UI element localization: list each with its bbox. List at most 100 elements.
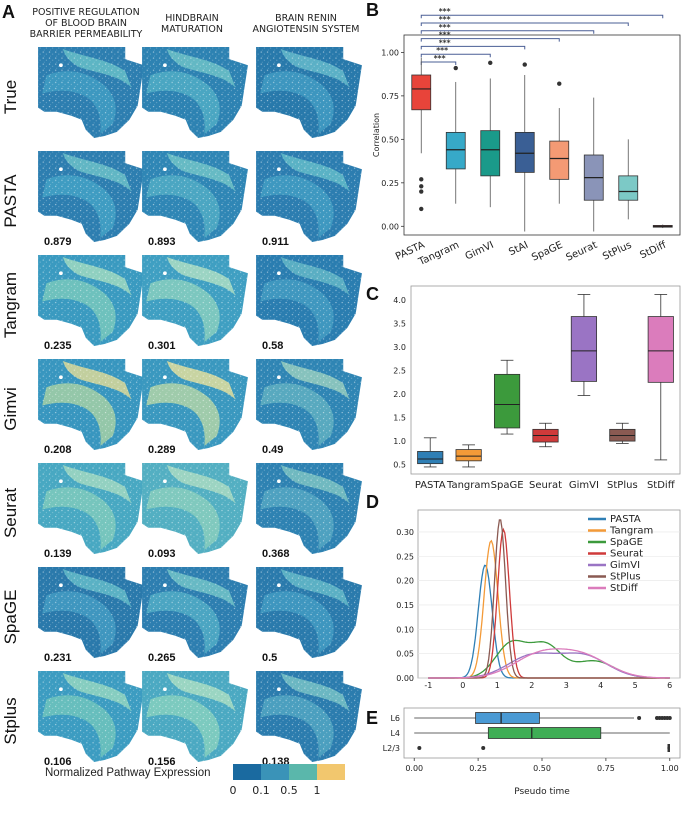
y-tick-label: 2.5 — [393, 367, 406, 376]
y-tick-label: 2.0 — [393, 390, 406, 399]
tissue-map — [256, 151, 362, 242]
x-category-label: StAI — [507, 240, 530, 258]
y-tick-label: 0.15 — [396, 601, 414, 610]
tissue-texture — [142, 151, 248, 242]
score-label: 0.139 — [44, 548, 72, 560]
significance-bracket — [420, 22, 629, 26]
colorbar-title: Normalized Pathway Expression — [45, 767, 211, 779]
tissue-map — [142, 151, 248, 242]
tissue-map — [256, 671, 362, 762]
tissue-dot — [59, 167, 63, 172]
tissue-texture — [142, 255, 248, 346]
score-label: 0.265 — [148, 652, 176, 664]
box-spage — [493, 373, 521, 429]
tissue-texture — [38, 671, 144, 762]
box-tangram — [455, 449, 482, 462]
tissue-dot — [277, 167, 281, 172]
score-label: 0.58 — [262, 340, 283, 352]
x-tick-label: 0.00 — [405, 764, 423, 773]
y-tick-label: 1.0 — [393, 437, 406, 446]
x-tick-label: 0.75 — [597, 764, 615, 773]
tissue-texture — [38, 567, 144, 658]
tissue-dot — [277, 375, 281, 380]
density-line-spage — [428, 639, 670, 679]
tissue-texture — [256, 671, 362, 762]
y-category-label: L2/3 — [383, 744, 400, 753]
panel-label-e: E — [366, 708, 378, 728]
tissue-map — [142, 671, 248, 762]
box-gimvi — [570, 316, 598, 382]
tissue-texture — [256, 567, 362, 658]
significance-label: *** — [439, 38, 451, 47]
outlier-point — [419, 189, 424, 194]
colorbar-segment-3 — [289, 764, 317, 780]
chart-b-ylabel: Correlation — [372, 113, 381, 157]
box-tangram — [445, 131, 466, 170]
row-label: PASTA — [1, 174, 20, 228]
box-stdiff — [647, 316, 674, 383]
y-tick-label: 0.30 — [396, 528, 414, 537]
score-label: 0.208 — [44, 444, 72, 456]
box-l6 — [475, 712, 540, 724]
tissue-map — [38, 463, 144, 554]
outlier-point — [488, 60, 493, 66]
x-tick-label: 0.25 — [469, 764, 487, 773]
tissue-map — [38, 671, 144, 762]
chart-b: Correlation 0.000.250.500.751.00********… — [372, 7, 681, 268]
tissue-dot — [59, 583, 63, 588]
y-tick-label: 0.25 — [381, 179, 399, 188]
significance-bracket — [420, 14, 664, 19]
panel-label-b: B — [366, 0, 379, 20]
score-label: 0.5 — [262, 652, 277, 664]
tissue-texture — [256, 255, 362, 346]
tissue-dot — [277, 687, 281, 692]
box-stplus — [618, 175, 639, 201]
y-tick-label: 4.0 — [393, 296, 406, 305]
colorbar-tick-1: 0.1 — [252, 784, 270, 797]
chart-c-frame — [410, 285, 681, 475]
colorbar-segment-1 — [233, 764, 261, 780]
box-stai — [514, 131, 535, 173]
panel-a-grid: True PASTA 0.879 0.893 0.911 Tangram 0.235 0.30… — [1, 47, 362, 768]
x-tick-label: 0 — [460, 681, 465, 690]
tissue-texture — [256, 463, 362, 554]
tissue-texture — [38, 463, 144, 554]
tissue-texture — [38, 359, 144, 450]
colorbar-tick-3: 1 — [314, 784, 321, 797]
x-category-label: Tangram — [446, 480, 490, 491]
y-category-label: L4 — [390, 729, 400, 738]
y-tick-label: 0.75 — [381, 92, 399, 101]
legend-label: Tangram — [609, 526, 653, 537]
column-headers: POSITIVE REGULATION OF BLOOD BRAIN BARRI… — [30, 7, 360, 40]
x-category-label: StPlus — [607, 480, 638, 491]
outlier-point — [481, 746, 486, 750]
x-tick-label: 6 — [667, 681, 672, 690]
x-category-label: Seurat — [529, 480, 562, 491]
tissue-map — [142, 47, 248, 138]
col-header-3-line-2: ANGIOTENSIN SYSTEM — [253, 24, 360, 35]
tissue-texture — [38, 47, 144, 138]
outlier-point — [417, 746, 422, 750]
x-tick-label: 2 — [529, 681, 534, 690]
tissue-texture — [256, 47, 362, 138]
tissue-map — [142, 463, 248, 554]
tissue-texture — [142, 47, 248, 138]
tissue-texture — [142, 359, 248, 450]
col-header-3-line-1: BRAIN RENIN — [275, 13, 337, 24]
x-category-label: GimVI — [569, 480, 599, 491]
legend-label: PASTA — [610, 514, 641, 525]
outlier-point — [419, 184, 424, 189]
legend-label: StPlus — [610, 572, 641, 583]
tissue-dot — [277, 583, 281, 588]
tissue-dot — [59, 479, 63, 484]
row-label: Seurat — [1, 488, 20, 538]
colorbar: Normalized Pathway Expression 0 0.1 0.5 … — [45, 764, 345, 797]
tissue-map — [256, 567, 362, 658]
score-label: 0.156 — [148, 756, 176, 768]
chart-b-marks: 0.000.250.500.751.00********************… — [381, 7, 673, 268]
outlier-point — [637, 716, 642, 720]
row-label: Gimvi — [1, 387, 20, 430]
score-label: 0.879 — [44, 236, 72, 248]
significance-bracket — [420, 45, 526, 50]
outlier-point — [522, 62, 527, 67]
